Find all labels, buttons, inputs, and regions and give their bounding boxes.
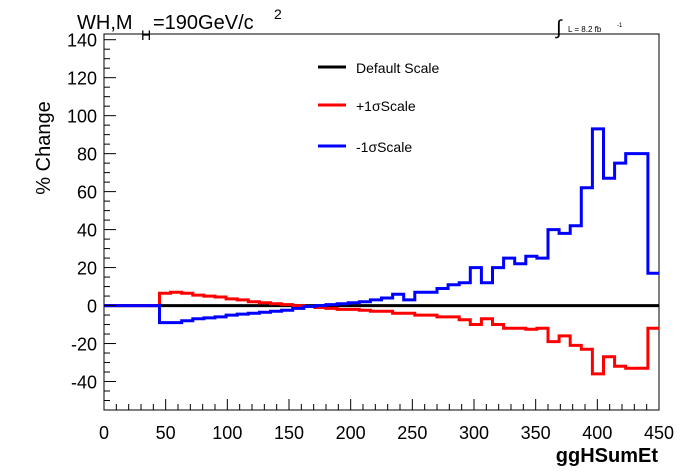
x-tick-label: 300 xyxy=(459,423,489,443)
legend-label-default: Default Scale xyxy=(356,60,439,76)
plot-frame xyxy=(103,33,660,411)
y-tick-label: -20 xyxy=(71,335,97,355)
x-tick-label: 200 xyxy=(336,423,366,443)
title-main: WH,M xyxy=(77,12,133,34)
y-tick-label: 100 xyxy=(67,107,97,127)
series-line-plus1sigma xyxy=(104,290,659,376)
title-superscript: 2 xyxy=(274,6,282,22)
y-tick-label: 60 xyxy=(77,183,97,203)
x-tick-label: 250 xyxy=(397,423,427,443)
x-axis-label: ggHSumEt xyxy=(556,445,659,467)
x-tick-label: 450 xyxy=(644,423,674,443)
legend: Default Scale +1σScale -1σScale xyxy=(318,60,439,155)
title-rest: =190GeV/c xyxy=(153,12,254,34)
y-tick-label: 80 xyxy=(77,145,97,165)
y-tick-label: 120 xyxy=(67,69,97,89)
series-line-minus1sigma xyxy=(104,127,659,325)
x-tick-label: 100 xyxy=(212,423,242,443)
lumi-superscript: -1 xyxy=(617,23,623,29)
y-tick-label: 140 xyxy=(67,31,97,51)
axis-layer: 0 50 100 150 200 250 300 350 400 450 -40 -20 0 20 40 60… xyxy=(67,31,674,443)
y-axis-label: % Change xyxy=(33,101,55,194)
y-tick-label: 0 xyxy=(87,297,97,317)
integral-sign: ∫ xyxy=(555,17,563,39)
y-tick-label: 20 xyxy=(77,259,97,279)
x-tick-label: 50 xyxy=(156,423,176,443)
luminosity-label: ∫ L = 8.2 fb -1 xyxy=(555,17,623,39)
legend-label-minus1sigma: -1σScale xyxy=(356,139,412,155)
x-tick-label: 0 xyxy=(99,423,109,443)
y-tick-label: -40 xyxy=(71,373,97,393)
title-subscript: H xyxy=(141,27,151,43)
x-tick-label: 400 xyxy=(582,423,612,443)
x-tick-label: 350 xyxy=(521,423,551,443)
y-tick-label: 40 xyxy=(77,221,97,241)
series-layer xyxy=(104,127,659,376)
legend-label-plus1sigma: +1σScale xyxy=(356,98,416,114)
x-tick-label: 150 xyxy=(274,423,304,443)
lumi-text: L = 8.2 fb xyxy=(568,25,602,34)
chart-title: WH,M H =190GeV/c 2 xyxy=(77,6,282,43)
